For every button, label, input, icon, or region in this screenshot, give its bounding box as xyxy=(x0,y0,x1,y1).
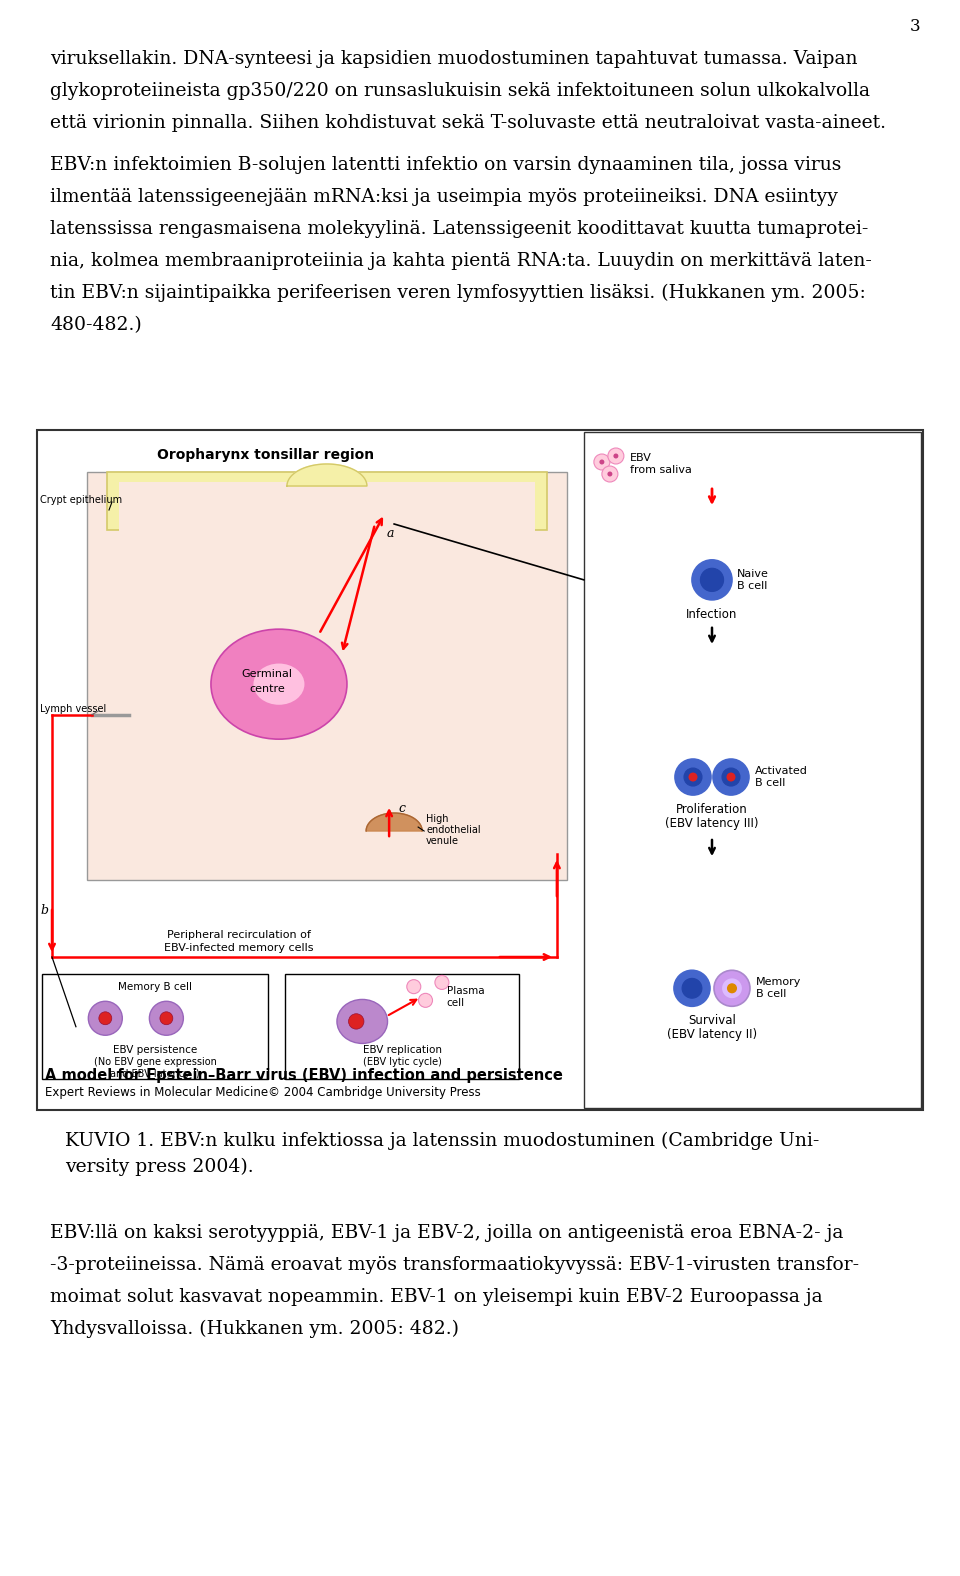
Text: Proliferation: Proliferation xyxy=(676,804,748,816)
Text: Infection: Infection xyxy=(686,608,737,621)
Circle shape xyxy=(675,760,711,794)
Bar xyxy=(584,432,921,1108)
Text: tin EBV:n sijaintipaikka perifeerisen veren lymfosyyttien lisäksi. (Hukkanen ym.: tin EBV:n sijaintipaikka perifeerisen ve… xyxy=(50,284,866,303)
Text: 3: 3 xyxy=(909,17,920,35)
Polygon shape xyxy=(287,463,367,485)
Text: Oropharynx tonsillar region: Oropharynx tonsillar region xyxy=(157,448,374,462)
Circle shape xyxy=(348,1013,364,1029)
Circle shape xyxy=(594,454,610,470)
Circle shape xyxy=(727,983,737,993)
Circle shape xyxy=(692,559,732,600)
Text: Peripheral recirculation of: Peripheral recirculation of xyxy=(167,930,310,939)
Text: A model for Epstein–Barr virus (EBV) infection and persistence: A model for Epstein–Barr virus (EBV) inf… xyxy=(45,1069,563,1083)
Text: versity press 2004).: versity press 2004). xyxy=(65,1158,253,1176)
Bar xyxy=(119,482,535,534)
Text: Expert Reviews in Molecular Medicine© 2004 Cambridge University Press: Expert Reviews in Molecular Medicine© 20… xyxy=(45,1086,481,1098)
Circle shape xyxy=(599,460,605,465)
Text: Survival: Survival xyxy=(688,1015,736,1028)
Circle shape xyxy=(419,993,433,1007)
Circle shape xyxy=(407,980,420,993)
Circle shape xyxy=(701,569,724,591)
Text: latenssissa rengasmaisena molekyylinä. Latenssigeenit koodittavat kuutta tumapro: latenssissa rengasmaisena molekyylinä. L… xyxy=(50,221,869,238)
Circle shape xyxy=(99,1012,111,1024)
Text: c: c xyxy=(398,802,405,815)
Text: Lymph vessel: Lymph vessel xyxy=(40,703,107,714)
Circle shape xyxy=(150,1001,183,1035)
Ellipse shape xyxy=(211,629,347,739)
Polygon shape xyxy=(366,813,422,831)
Circle shape xyxy=(683,979,702,998)
Circle shape xyxy=(602,466,618,482)
Text: Crypt epithelium: Crypt epithelium xyxy=(40,495,122,504)
Text: EBV persistence: EBV persistence xyxy=(113,1045,197,1054)
Bar xyxy=(285,974,519,1080)
Text: a: a xyxy=(387,526,395,541)
Text: (EBV latency III): (EBV latency III) xyxy=(665,816,758,831)
Text: 480-482.): 480-482.) xyxy=(50,317,142,334)
Circle shape xyxy=(722,768,740,786)
Text: nia, kolmea membraaniproteiinia ja kahta pientä RNA:ta. Luuydin on merkittävä la: nia, kolmea membraaniproteiinia ja kahta… xyxy=(50,252,872,269)
Circle shape xyxy=(684,768,702,786)
Bar xyxy=(107,471,547,530)
Text: viruksellakin. DNA-synteesi ja kapsidien muodostuminen tapahtuvat tumassa. Vaipa: viruksellakin. DNA-synteesi ja kapsidien… xyxy=(50,50,857,68)
Text: B cell: B cell xyxy=(755,779,785,788)
Text: High: High xyxy=(426,815,448,824)
Text: Yhdysvalloissa. (Hukkanen ym. 2005: 482.): Yhdysvalloissa. (Hukkanen ym. 2005: 482.… xyxy=(50,1321,459,1338)
Text: venule: venule xyxy=(426,835,459,846)
Text: ilmentää latenssigeenejään mRNA:ksi ja useimpia myös proteiineiksi. DNA esiintyy: ilmentää latenssigeenejään mRNA:ksi ja u… xyxy=(50,188,838,206)
Text: EBV-infected memory cells: EBV-infected memory cells xyxy=(164,942,313,953)
Circle shape xyxy=(608,448,624,463)
Text: -3-proteiineissa. Nämä eroavat myös transformaatiokyvyssä: EBV-1-virusten transf: -3-proteiineissa. Nämä eroavat myös tran… xyxy=(50,1256,859,1273)
Text: centre: centre xyxy=(249,684,285,693)
Circle shape xyxy=(722,979,742,998)
Text: moimat solut kasvavat nopeammin. EBV-1 on yleisempi kuin EBV-2 Euroopassa ja: moimat solut kasvavat nopeammin. EBV-1 o… xyxy=(50,1288,823,1307)
Text: endothelial: endothelial xyxy=(426,826,481,835)
Circle shape xyxy=(727,772,735,782)
Text: EBV:n infektoimien B-solujen latentti infektio on varsin dynaaminen tila, jossa : EBV:n infektoimien B-solujen latentti in… xyxy=(50,156,841,173)
Circle shape xyxy=(608,471,612,476)
Text: Memory: Memory xyxy=(756,977,802,987)
Text: Germinal: Germinal xyxy=(242,670,293,679)
Circle shape xyxy=(160,1012,173,1024)
Text: Plasma
cell: Plasma cell xyxy=(446,987,484,1009)
Text: Naive: Naive xyxy=(737,569,769,578)
Text: että virionin pinnalla. Siihen kohdistuvat sekä T-soluvaste että neutraloivat va: että virionin pinnalla. Siihen kohdistuv… xyxy=(50,113,886,132)
Text: KUVIO 1. EBV:n kulku infektiossa ja latenssin muodostuminen (Cambridge Uni-: KUVIO 1. EBV:n kulku infektiossa ja late… xyxy=(65,1132,820,1150)
Ellipse shape xyxy=(337,999,388,1043)
Circle shape xyxy=(688,772,698,782)
Text: (EBV lytic cycle): (EBV lytic cycle) xyxy=(363,1057,442,1067)
Text: Memory B cell: Memory B cell xyxy=(118,982,192,991)
Bar xyxy=(42,974,268,1080)
Text: Activated: Activated xyxy=(755,766,808,775)
Circle shape xyxy=(714,971,750,1007)
Text: b: b xyxy=(40,903,48,917)
Text: from saliva: from saliva xyxy=(630,465,692,474)
Bar xyxy=(37,430,923,1110)
Text: glykoproteiineista gp350/220 on runsaslukuisin sekä infektoituneen solun ulkokal: glykoproteiineista gp350/220 on runsaslu… xyxy=(50,82,870,99)
Circle shape xyxy=(88,1001,122,1035)
Text: EBV: EBV xyxy=(630,452,652,463)
Circle shape xyxy=(713,760,749,794)
Text: EBV:llä on kaksi serotyyppiä, EBV-1 ja EBV-2, joilla on antigeenistä eroa EBNA-2: EBV:llä on kaksi serotyyppiä, EBV-1 ja E… xyxy=(50,1225,844,1242)
Text: B cell: B cell xyxy=(756,990,786,999)
Ellipse shape xyxy=(253,663,304,704)
Circle shape xyxy=(674,971,710,1007)
Text: B cell: B cell xyxy=(737,582,767,591)
Circle shape xyxy=(613,454,618,459)
Text: EBV replication: EBV replication xyxy=(363,1045,442,1054)
Text: (No EBV gene expression: (No EBV gene expression xyxy=(94,1057,217,1067)
Bar xyxy=(87,471,567,879)
Circle shape xyxy=(435,976,449,990)
Text: (EBV latency II): (EBV latency II) xyxy=(667,1028,757,1042)
Text: and EBV latency I): and EBV latency I) xyxy=(110,1069,200,1080)
